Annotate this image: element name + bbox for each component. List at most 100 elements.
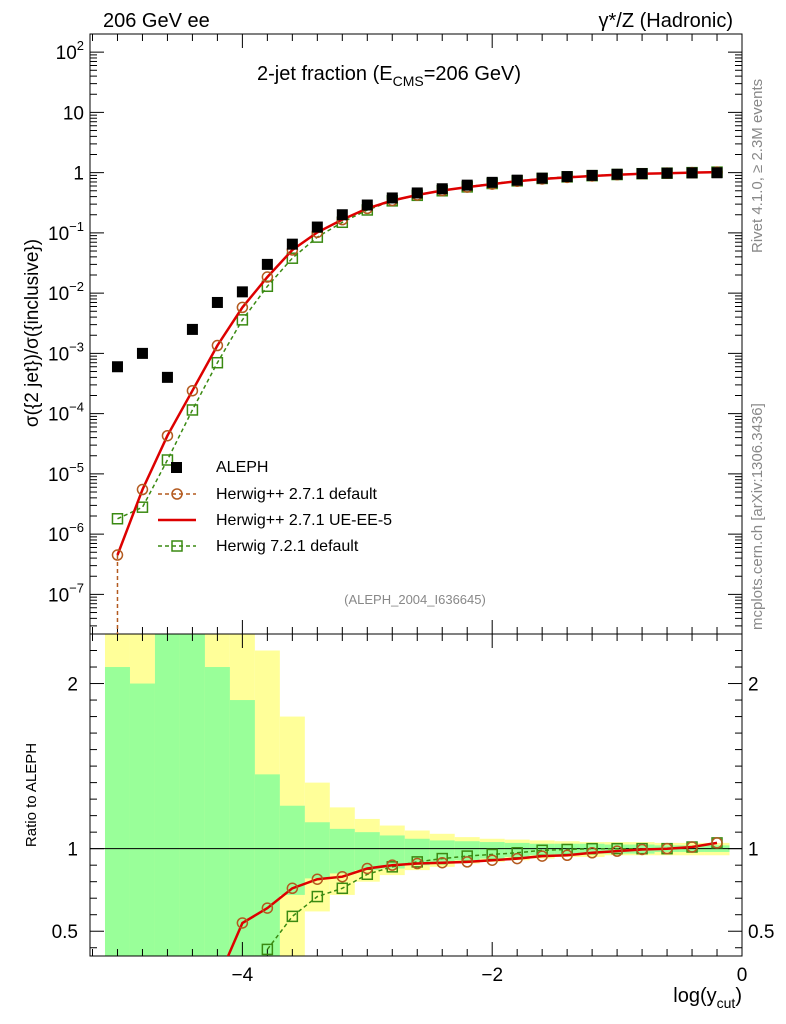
ratio-marker-herwigpp-default — [236, 917, 249, 929]
marker-aleph — [136, 347, 148, 359]
ratio-y-tick-label-left: 2 — [67, 675, 78, 696]
legend-entry-herwig7: Herwig 7.2.1 default — [158, 538, 359, 555]
mcplots-label: mcplots.cern.ch [arXiv:1306.3436] — [749, 403, 766, 630]
marker-herwig7 — [211, 356, 224, 369]
ratio-marker-herwigpp-default — [212, 976, 222, 986]
marker-aleph — [461, 179, 473, 191]
ratio-y-tick-label-left: 0.5 — [52, 922, 78, 943]
ratio-marker-herwigpp-default — [536, 850, 548, 862]
ratio-marker-herwigpp-default — [261, 902, 274, 914]
ratio-marker-herwig7 — [286, 910, 299, 923]
marker-herwigpp-default — [186, 384, 199, 397]
band-inner-bin — [304, 822, 330, 879]
series-line-ueee5 — [116, 170, 718, 556]
marker-aleph — [711, 167, 723, 179]
marker-herwigpp-default — [111, 549, 124, 561]
marker-aleph — [261, 258, 273, 270]
legend-entry-aleph: ALEPH — [216, 459, 268, 476]
marker-aleph — [561, 171, 573, 183]
main-y-tick-label: 10−4 — [48, 400, 84, 426]
marker-aleph — [586, 169, 598, 181]
marker-aleph — [661, 167, 673, 179]
ratio-marker-herwigpp-default — [336, 870, 349, 883]
marker-aleph — [336, 209, 348, 221]
legend-marker-herwig7 — [171, 540, 183, 552]
marker-aleph — [361, 199, 373, 211]
band-inner-bin — [429, 840, 455, 862]
ratio-marker-herwigpp-default — [511, 852, 523, 865]
ratio-axis-ticks: 0.5 0.5 1 1 2 2 −4 −2 0 — [52, 634, 774, 986]
ratio-marker-herwigpp-default — [636, 843, 648, 856]
ratio-marker-herwigpp-default — [411, 857, 423, 870]
x-tick-label: −4 — [232, 965, 254, 986]
marker-aleph — [161, 371, 173, 383]
main-y-tick-label: 102 — [56, 38, 84, 64]
legend-label-ueee5: Herwig++ 2.7.1 UE-EE-5 — [216, 512, 392, 529]
ratio-series — [212, 837, 723, 986]
band-inner-bin — [379, 835, 405, 869]
marker-herwigpp-default — [261, 271, 274, 283]
marker-aleph — [486, 176, 498, 188]
legend-label-herwigpp-default: Herwig++ 2.7.1 default — [216, 486, 378, 503]
marker-herwig7 — [261, 280, 274, 293]
legend-entry-herwigpp-default: Herwig++ 2.7.1 default — [158, 486, 378, 503]
marker-aleph — [211, 296, 223, 308]
marker-herwig7 — [286, 252, 299, 264]
band-inner-bin — [279, 805, 305, 895]
ratio-marker-herwig7 — [336, 882, 349, 895]
marker-aleph — [686, 167, 698, 179]
x-axis-label: log(ycut) — [673, 985, 742, 1011]
ratio-marker-herwigpp-default — [461, 856, 473, 868]
main-y-tick-label: 10−7 — [48, 580, 84, 606]
band-inner-bin — [479, 842, 505, 859]
band-inner-bin — [104, 667, 130, 956]
band-inner-bin — [229, 700, 255, 956]
ratio-y-label: Ratio to ALEPH — [23, 743, 40, 847]
ratio-marker-herwigpp-default — [561, 849, 573, 862]
ratio-y-tick-label-right: 2 — [748, 675, 759, 696]
marker-aleph — [236, 286, 248, 298]
band-inner-bin — [254, 774, 280, 956]
ratio-marker-herwigpp-default — [311, 873, 324, 885]
analysis-watermark: (ALEPH_2004_I636645) — [344, 592, 486, 607]
marker-aleph — [286, 238, 298, 250]
ratio-line-herwig7 — [266, 842, 718, 950]
band-inner-bin — [129, 683, 155, 956]
ratio-marker-herwigpp-default — [361, 862, 374, 875]
main-series — [111, 166, 723, 634]
marker-aleph — [311, 221, 323, 233]
main-y-tick-label: 10−5 — [48, 460, 84, 486]
marker-aleph — [611, 168, 623, 180]
ratio-marker-herwigpp-default — [286, 882, 299, 895]
main-y-tick-label: 10−1 — [48, 219, 84, 245]
marker-aleph — [186, 323, 198, 335]
ratio-y-tick-label-left: 1 — [67, 840, 78, 861]
legend-marker-aleph — [171, 462, 182, 473]
main-y-tick-label: 10−6 — [48, 520, 84, 546]
band-inner-bin — [154, 634, 180, 956]
ratio-marker-herwigpp-default — [611, 845, 623, 857]
marker-herwigpp-default — [161, 429, 174, 442]
marker-herwig7 — [136, 501, 149, 513]
marker-aleph — [511, 174, 523, 186]
ratio-marker-herwigpp-default — [486, 854, 498, 866]
ratio-marker-herwigpp-default — [436, 856, 448, 869]
ratio-y-tick-label-right: 1 — [748, 840, 759, 861]
x-tick-label: −2 — [481, 965, 503, 986]
ratio-y-tick-label-right: 0.5 — [748, 922, 774, 943]
band-inner-bin — [529, 843, 555, 856]
marker-aleph — [536, 172, 548, 184]
ratio-marker-herwig7 — [311, 890, 324, 903]
band-inner-bin — [204, 667, 230, 956]
marker-herwig7 — [161, 454, 174, 466]
ratio-marker-herwigpp-default — [686, 841, 698, 853]
marker-herwigpp-default — [211, 339, 224, 352]
ratio-frame — [89, 633, 743, 957]
marker-herwig7 — [236, 314, 249, 326]
main-y-tick-label: 10−3 — [48, 339, 84, 365]
ratio-line-ueee5 — [226, 841, 718, 956]
rivet-label: Rivet 4.1.0, ≥ 2.3M events — [749, 79, 766, 253]
header-right: γ*/Z (Hadronic) — [599, 10, 733, 32]
marker-aleph — [636, 168, 648, 180]
